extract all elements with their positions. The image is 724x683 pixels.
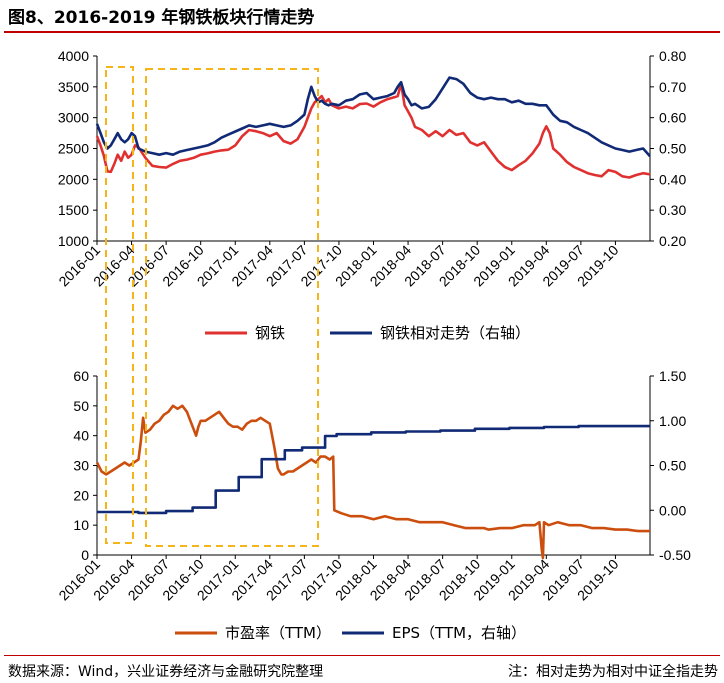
price-chart-legend: 钢铁 钢铁相对走势（右轴） — [205, 324, 530, 342]
footer-rule — [4, 655, 720, 656]
price-right-tick-label: 0.30 — [659, 202, 686, 218]
price-chart: 1000 1500 2000 2500 3000 3500 4000 0.20 0.30 0.40… — [55, 48, 686, 289]
valuation-right-tick-label: 1.50 — [659, 368, 686, 384]
valuation-chart-legend: 市盈率（TTM） EPS（TTM，右轴） — [175, 624, 526, 642]
source-note: 数据来源：Wind，兴业证券经济与金融研究院整理 — [8, 664, 324, 680]
price-right-tick-label: 0.20 — [659, 233, 686, 249]
valuation-left-tick-label: 10 — [73, 517, 89, 533]
valuation-legend-label: 市盈率（TTM） — [225, 624, 331, 642]
price-legend-label: 钢铁相对走势（右轴） — [380, 324, 530, 342]
highlight-box-early-2016 — [105, 66, 134, 544]
highlight-box-2016-2017-rally — [145, 68, 319, 547]
price-left-tick-label: 3000 — [58, 110, 89, 126]
price-left-tick-label: 2500 — [58, 141, 89, 157]
price-right-tick-label: 0.50 — [659, 141, 686, 157]
valuation-series-primary-line — [95, 404, 650, 560]
price-left-tick-label: 3500 — [58, 79, 89, 95]
valuation-left-tick-label: 50 — [73, 398, 89, 414]
price-right-tick-label: 0.70 — [659, 79, 686, 95]
valuation-right-tick-label: 0.00 — [659, 502, 686, 518]
valuation-left-tick-label: 40 — [73, 428, 89, 444]
valuation-left-tick-label: 0 — [81, 547, 89, 563]
highlight-boxes — [105, 66, 319, 547]
valuation-series-secondary-line — [97, 424, 650, 515]
price-right-tick-label: 0.40 — [659, 171, 686, 187]
valuation-left-tick-label: 60 — [73, 368, 89, 384]
price-legend-label: 钢铁 — [255, 324, 285, 342]
price-right-tick-label: 0.80 — [659, 48, 686, 64]
figure-title: 图8、2016-2019 年钢铁板块行情走势 — [8, 8, 315, 28]
valuation-right-tick-label: 0.50 — [659, 458, 686, 474]
price-left-tick-label: 2000 — [58, 171, 89, 187]
price-left-tick-label: 1000 — [58, 233, 89, 249]
price-left-tick-label: 4000 — [58, 48, 89, 64]
valuation-right-tick-label: 1.00 — [659, 413, 686, 429]
valuation-right-tick-label: -0.50 — [659, 547, 691, 563]
price-series-secondary-line — [95, 76, 651, 158]
valuation-legend-label: EPS（TTM，右轴） — [392, 624, 526, 642]
price-series-primary-line — [95, 82, 651, 179]
valuation-left-tick-label: 20 — [73, 487, 89, 503]
price-right-tick-label: 0.60 — [659, 110, 686, 126]
relative-note: 注：相对走势为相对中证全指走势 — [508, 664, 718, 680]
valuation-chart: 0102030405060-0.500.000.501.001.502016-0… — [55, 368, 691, 603]
title-rule — [4, 31, 720, 33]
price-left-tick-label: 1500 — [58, 202, 89, 218]
valuation-left-tick-label: 30 — [73, 458, 89, 474]
